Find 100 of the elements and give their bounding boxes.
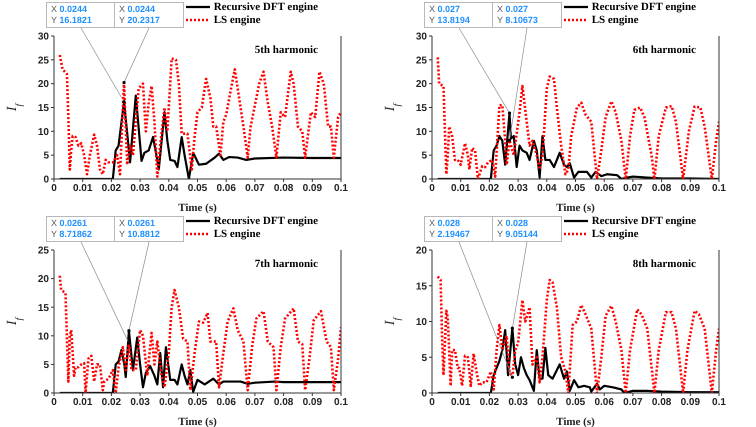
x-tick-label: 0.08 [652,397,672,408]
line-series [58,94,341,179]
annotation: X 0.0261 Y 10.8812 [119,218,160,239]
x-tick-label: 0 [429,183,436,194]
x-tick-label: 0.08 [652,183,672,194]
y-tick-label: 15 [38,103,50,114]
x-tick-label: 0.07 [623,183,644,194]
y-tick-label: 30 [38,32,50,43]
legend-label: Recursive DFT engine [214,214,318,226]
line-series [58,329,341,393]
x-tick-label: 0.08 [274,397,294,408]
x-tick-label: 0.06 [594,397,614,408]
x-tick-label: 0.02 [480,183,500,194]
annotation: X 0.028 Y 9.05144 [497,218,538,239]
y-tick-label: 25 [416,55,428,66]
annotation: X 0.027 Y 13.8194 [429,4,470,25]
line-series [58,274,341,393]
y-tick-label: 15 [38,302,50,314]
y-tick-label: 5 [421,150,428,162]
y-tick-label: 5 [43,360,50,371]
x-tick-label: 0.07 [245,183,266,194]
x-tick-label: 0.09 [302,397,322,408]
x-tick-label: 0.1 [712,183,726,194]
x-tick-label: 0.01 [450,397,471,408]
y-tick-label: 25 [38,246,50,257]
x-tick-label: 0.01 [450,183,471,194]
legend-label: LS engine [214,228,260,240]
y-tick-label: 10 [38,331,50,342]
x-tick-label: 0.09 [680,183,700,194]
x-tick-label: 0.07 [245,397,266,408]
y-tick-label: 15 [416,281,428,292]
annotation: X 0.0244 Y 16.1821 [51,4,92,25]
x-axis-title: Time (s) [556,416,596,427]
x-tick-label: 0 [51,183,58,194]
x-axis-title: Time (s) [556,202,596,214]
x-tick-label: 0.1 [712,397,726,408]
x-tick-label: 0.03 [130,183,150,194]
x-tick-label: 0.05 [188,397,208,408]
x-tick-label: 0.05 [188,183,208,194]
x-tick-label: 0.09 [302,183,322,194]
x-tick-label: 0.02 [480,397,500,408]
annotation: X 0.0261 Y 8.71862 [51,218,92,239]
legend-label: LS engine [214,14,260,26]
x-tick-label: 0.04 [537,183,557,194]
line-series [58,54,341,178]
x-tick-label: 0.06 [216,183,236,194]
x-tick-label: 0.1 [334,183,348,194]
text: 6th harmonic [632,44,696,56]
text: 7th harmonic [254,258,318,270]
x-tick-label: 0.01 [72,397,93,408]
x-tick-label: 0.03 [508,183,528,194]
y-tick-label: 10 [38,126,50,138]
x-tick-label: 0.06 [216,397,236,408]
y-tick-label: 20 [416,79,428,90]
x-tick-label: 0.04 [159,183,179,194]
line-series [436,56,719,179]
y-tick-label: 0 [43,174,50,186]
x-tick-label: 0.08 [274,183,294,194]
y-tick-label: 20 [38,79,50,90]
y-tick-label: 0 [421,174,428,186]
x-tick-label: 0.09 [680,397,700,408]
line-series [436,326,719,393]
y-tick-label: 0 [43,388,50,400]
legend-label: Recursive DFT engine [592,214,696,226]
x-axis-title: Time (s) [178,416,218,427]
x-tick-label: 0.03 [508,397,528,408]
x-tick-label: 0 [429,397,436,408]
y-tick-label: 5 [421,352,428,364]
annotation: X 0.028 Y 2.19467 [429,218,470,239]
y-tick-label: 30 [416,32,428,43]
x-tick-label: 0.07 [623,397,644,408]
legend-label: Recursive DFT engine [214,0,318,12]
text: 5th harmonic [254,44,318,56]
x-tick-label: 0.01 [72,183,93,194]
x-tick-label: 0.04 [537,397,557,408]
x-tick-label: 0.04 [159,397,179,408]
text: 8th harmonic [632,258,696,270]
y-tick-label: 10 [416,317,428,328]
annotation: X 0.0244 Y 20.2317 [119,4,160,25]
y-tick-label: 15 [416,103,428,114]
legend-label: LS engine [592,14,638,26]
y-tick-label: 20 [38,274,50,286]
x-tick-label: 0.1 [334,397,348,408]
legend-label: Recursive DFT engine [592,0,696,12]
y-tick-label: 0 [421,388,428,400]
x-tick-label: 0.03 [130,397,150,408]
line-series [436,275,719,393]
y-tick-label: 25 [38,55,50,66]
x-tick-label: 0.02 [102,397,122,408]
x-tick-label: 0.02 [102,183,122,194]
annotation: X 0.027 Y 8.10673 [497,4,538,25]
x-tick-label: 0.06 [594,183,614,194]
y-tick-label: 20 [416,246,428,257]
legend-label: LS engine [592,228,638,240]
x-tick-label: 0.05 [566,397,586,408]
x-axis-title: Time (s) [178,202,218,214]
line-series [436,112,719,179]
y-tick-label: 10 [416,126,428,138]
x-tick-label: 0 [51,397,58,408]
x-tick-label: 0.05 [566,183,586,194]
